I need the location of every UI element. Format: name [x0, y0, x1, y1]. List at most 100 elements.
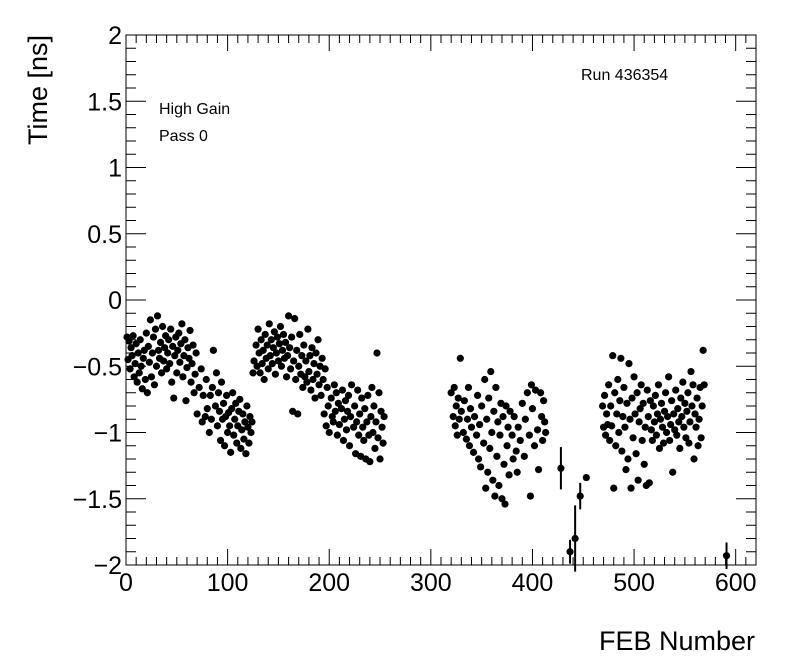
data-point: [343, 407, 352, 415]
data-point: [248, 418, 256, 426]
data-point: [287, 365, 295, 373]
data-point: [493, 452, 501, 460]
y-tick-label: 1.5: [87, 88, 122, 116]
data-point: [361, 405, 369, 413]
data-point: [300, 341, 308, 349]
data-point: [157, 369, 166, 377]
x-tick-label: 200: [308, 569, 350, 597]
data-point: [537, 413, 546, 421]
data-point: [312, 349, 320, 357]
data-point: [247, 428, 255, 437]
data-point: [306, 352, 314, 360]
data-point: [267, 336, 275, 344]
y-tick-label: −1.5: [73, 486, 122, 514]
y-tick-label: 1: [108, 155, 122, 183]
data-point: [655, 444, 664, 452]
data-point: [205, 428, 213, 437]
data-point: [359, 423, 367, 431]
data-point: [684, 389, 692, 397]
data-point: [171, 352, 179, 360]
data-point: [159, 357, 168, 365]
data-point: [153, 312, 162, 320]
data-point: [452, 402, 460, 410]
data-point: [313, 370, 321, 378]
data-point: [681, 399, 689, 407]
data-point: [222, 391, 231, 399]
y-tick-label: 0.5: [87, 221, 122, 249]
data-point: [127, 344, 135, 352]
data-point: [459, 428, 467, 437]
data-point: [489, 476, 497, 484]
data-point: [131, 360, 139, 368]
data-point: [146, 316, 154, 324]
data-point: [697, 434, 705, 442]
data-point: [598, 402, 607, 410]
data-point: [485, 394, 493, 402]
data-point: [514, 423, 522, 431]
data-point: [380, 413, 388, 421]
data-point: [186, 326, 194, 335]
data-point: [672, 386, 680, 394]
data-point: [616, 397, 624, 405]
data-point: [619, 413, 627, 421]
data-point: [665, 373, 673, 381]
data-point: [294, 410, 302, 418]
data-point: [500, 460, 508, 468]
pass-annotation: Pass 0: [159, 128, 208, 145]
data-point: [276, 322, 285, 331]
data-point: [487, 367, 495, 376]
data-point: [608, 422, 616, 430]
data-point: [250, 357, 258, 365]
data-point: [269, 344, 277, 352]
data-point: [496, 431, 504, 439]
data-point: [566, 548, 574, 556]
data-point: [687, 367, 695, 376]
data-point: [342, 426, 351, 434]
data-point: [618, 447, 626, 455]
data-point: [373, 349, 381, 357]
data-point: [214, 389, 223, 397]
x-tick-label: 500: [613, 569, 655, 597]
data-point: [571, 534, 579, 543]
data-point: [372, 418, 380, 426]
data-point: [483, 415, 491, 423]
data-point: [217, 378, 226, 386]
y-axis-ticks: [126, 34, 756, 566]
data-point: [648, 436, 656, 445]
data-point: [209, 346, 217, 354]
data-point: [304, 325, 312, 333]
data-point: [680, 423, 688, 431]
data-point: [264, 365, 272, 373]
data-point: [644, 413, 652, 421]
data-point: [195, 383, 203, 392]
data-point: [296, 330, 304, 339]
data-point: [508, 431, 516, 439]
data-point: [170, 394, 178, 402]
y-tick-label: −0.5: [73, 353, 122, 381]
data-point: [329, 418, 337, 426]
data-point: [152, 362, 161, 370]
data-point: [621, 423, 629, 431]
y-tick-label: −1: [93, 420, 122, 448]
data-point: [150, 381, 159, 389]
data-point: [175, 329, 183, 337]
data-point: [317, 391, 325, 399]
data-point: [375, 389, 383, 397]
data-point: [374, 434, 382, 442]
data-point: [622, 466, 630, 474]
data-point: [510, 413, 518, 421]
data-point: [576, 492, 584, 500]
data-point: [462, 435, 471, 443]
data-point: [615, 428, 623, 437]
data-point: [208, 383, 216, 392]
data-point: [354, 386, 362, 394]
data-point: [283, 352, 292, 360]
data-point: [176, 358, 184, 366]
data-point: [285, 344, 294, 352]
data-point: [346, 413, 355, 421]
data-points: [123, 312, 731, 560]
data-point: [243, 402, 251, 410]
data-point: [620, 383, 628, 392]
data-point: [188, 360, 196, 368]
data-point: [509, 455, 517, 463]
